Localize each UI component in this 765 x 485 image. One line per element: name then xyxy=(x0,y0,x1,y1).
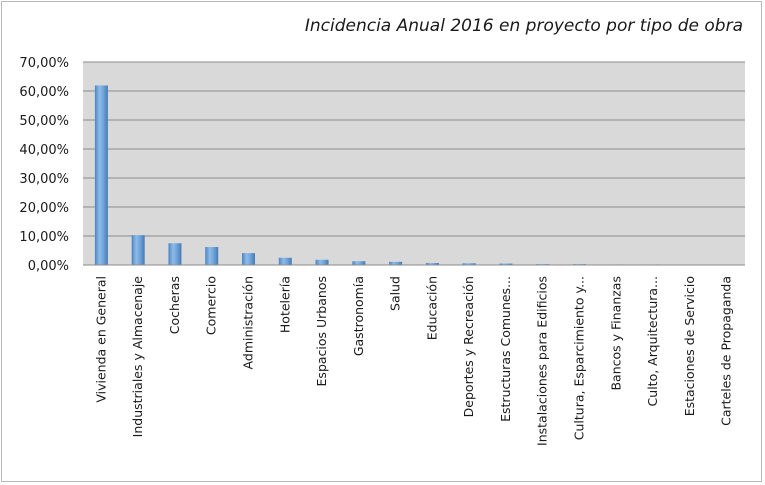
y-tick-label: 40,00% xyxy=(19,143,69,158)
y-tick-label: 20,00% xyxy=(19,201,69,216)
x-axis-category-labels: Vivienda en General Industriales y Almace… xyxy=(93,276,733,446)
x-category-label: Bancos y Finanzas xyxy=(608,276,623,391)
x-category-label: Cultura, Esparcimiento y... xyxy=(572,276,587,440)
x-category-label: Deportes y Recreación xyxy=(461,276,476,417)
bar xyxy=(425,262,439,265)
bar xyxy=(499,263,513,265)
bar xyxy=(94,85,108,266)
bar xyxy=(205,247,219,265)
x-category-label: Administración xyxy=(241,276,256,369)
y-tick-label: 70,00% xyxy=(19,56,69,71)
x-category-label: Educación xyxy=(424,276,439,340)
x-category-label: Gastronomía xyxy=(351,276,366,356)
bar xyxy=(131,235,145,265)
plot-area xyxy=(83,62,745,265)
x-category-label: Estaciones de Servicio xyxy=(682,276,697,416)
y-tick-label: 60,00% xyxy=(19,85,69,100)
x-category-label: Vivienda en General xyxy=(93,276,108,403)
bar xyxy=(352,261,366,265)
y-tick-label: 10,00% xyxy=(19,230,69,245)
bar xyxy=(315,259,329,265)
x-category-label: Comercio xyxy=(204,276,219,335)
bar xyxy=(462,263,476,265)
x-category-label: Carteles de Propaganda xyxy=(719,276,734,426)
y-tick-label: 50,00% xyxy=(19,114,69,129)
x-category-label: Cocheras xyxy=(167,276,182,334)
x-category-label: Culto, Arquitectura... xyxy=(645,276,660,406)
bar xyxy=(278,257,292,265)
chart-title: Incidencia Anual 2016 en proyecto por ti… xyxy=(304,16,743,36)
x-category-label: Hotelería xyxy=(277,276,292,333)
bar xyxy=(242,253,255,265)
gridlines xyxy=(83,61,745,237)
bar xyxy=(389,261,403,265)
y-axis-tick-labels: 0,00% 10,00% 20,00% 30,00% 40,00% 50,00% 60,00… xyxy=(19,56,69,274)
x-category-label: Industriales y Almacenaje xyxy=(130,276,145,438)
bar xyxy=(168,243,182,265)
x-category-label: Espacios Urbanos xyxy=(314,276,329,386)
y-tick-label: 30,00% xyxy=(19,172,69,187)
y-tick-label: 0,00% xyxy=(28,259,69,274)
x-category-label: Instalaciones para Edificios xyxy=(535,276,550,446)
x-category-label: Salud xyxy=(388,276,403,311)
x-category-label: Estructuras Comunes... xyxy=(498,276,513,422)
